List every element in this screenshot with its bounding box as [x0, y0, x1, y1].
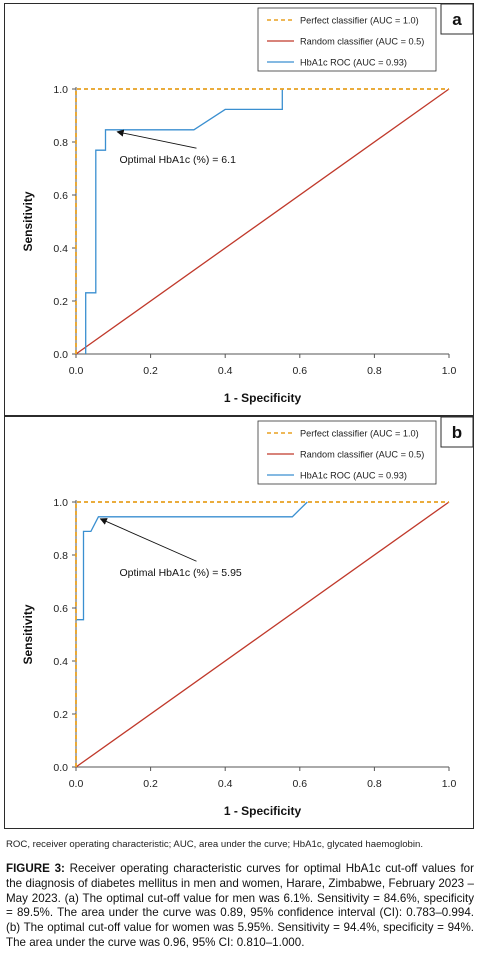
chart-panel-b: b Perfect classifier (AUC = 1.0) Random cl… [4, 416, 474, 829]
roc-chart-b: b Perfect classifier (AUC = 1.0) Random cl… [21, 417, 473, 818]
panel-label: b [452, 423, 462, 442]
legend-label-3: HbA1c ROC (AUC = 0.93) [300, 58, 407, 68]
x-tick-label-3: 0.6 [292, 778, 307, 790]
x-tick-label-1: 0.2 [143, 778, 158, 790]
panel-label: a [452, 10, 462, 29]
chart-panel-a: a Perfect classifier (AUC = 1.0) Random cl… [4, 3, 474, 416]
x-axis-label: 1 - Specificity [224, 804, 302, 818]
legend-label-1: Perfect classifier (AUC = 1.0) [300, 16, 419, 26]
legend-box [257, 420, 437, 485]
y-tick-label-1: 0.2 [53, 709, 68, 721]
series-line-3 [76, 501, 308, 621]
x-tick-label-4: 0.8 [367, 365, 382, 377]
y-tick-label-2: 0.4 [53, 243, 68, 255]
x-tick-label-5: 1.0 [442, 778, 457, 790]
legend-label-2: Random classifier (AUC = 0.5) [300, 450, 424, 460]
x-tick-label-1: 0.2 [143, 365, 158, 377]
legend-label-2: Random classifier (AUC = 0.5) [300, 37, 424, 47]
y-tick-label-5: 1.0 [53, 84, 68, 96]
roc-chart-a: a Perfect classifier (AUC = 1.0) Random cl… [21, 4, 473, 405]
y-tick-label-1: 0.2 [53, 296, 68, 308]
caption-abbreviations: ROC, receiver operating characteristic; … [6, 839, 423, 850]
series-line-2 [75, 88, 450, 355]
y-axis-label: Sensitivity [21, 604, 35, 664]
x-tick-label-3: 0.6 [292, 365, 307, 377]
x-tick-label-2: 0.4 [218, 778, 233, 790]
annotation-label: Optimal HbA1c (%) = 5.95 [119, 567, 241, 579]
x-tick-label-4: 0.8 [367, 778, 382, 790]
y-tick-label-0: 0.0 [53, 762, 68, 774]
y-tick-label-0: 0.0 [53, 349, 68, 361]
x-tick-label-2: 0.4 [218, 365, 233, 377]
annotation-arrow [116, 129, 197, 149]
series-line-2 [75, 501, 450, 768]
y-tick-label-3: 0.6 [53, 603, 68, 615]
series-line-1 [75, 88, 449, 354]
y-tick-label-2: 0.4 [53, 656, 68, 668]
legend-box [257, 7, 437, 72]
y-axis-label: Sensitivity [21, 191, 35, 251]
figure-caption: FIGURE 3: Receiver operating characteris… [6, 862, 474, 951]
series-line-1 [75, 501, 449, 767]
panel-label-box [440, 4, 473, 35]
x-tick-label-0: 0.0 [69, 365, 84, 377]
x-tick-label-0: 0.0 [69, 778, 84, 790]
x-tick-label-5: 1.0 [442, 365, 457, 377]
series-line-3 [85, 89, 283, 354]
panel-label-box [440, 417, 473, 448]
annotation-arrow [99, 518, 197, 562]
figure-label: FIGURE 3: [6, 862, 65, 875]
annotation-label: Optimal HbA1c (%) = 6.1 [119, 154, 236, 166]
x-axis-label: 1 - Specificity [224, 391, 302, 405]
y-tick-label-3: 0.6 [53, 190, 68, 202]
legend-label-3: HbA1c ROC (AUC = 0.93) [300, 471, 407, 481]
y-tick-label-4: 0.8 [53, 137, 68, 149]
figure-caption-text: Receiver operating characteristic curves… [6, 862, 474, 949]
legend-label-1: Perfect classifier (AUC = 1.0) [300, 429, 419, 439]
y-tick-label-5: 1.0 [53, 497, 68, 509]
y-tick-label-4: 0.8 [53, 550, 68, 562]
